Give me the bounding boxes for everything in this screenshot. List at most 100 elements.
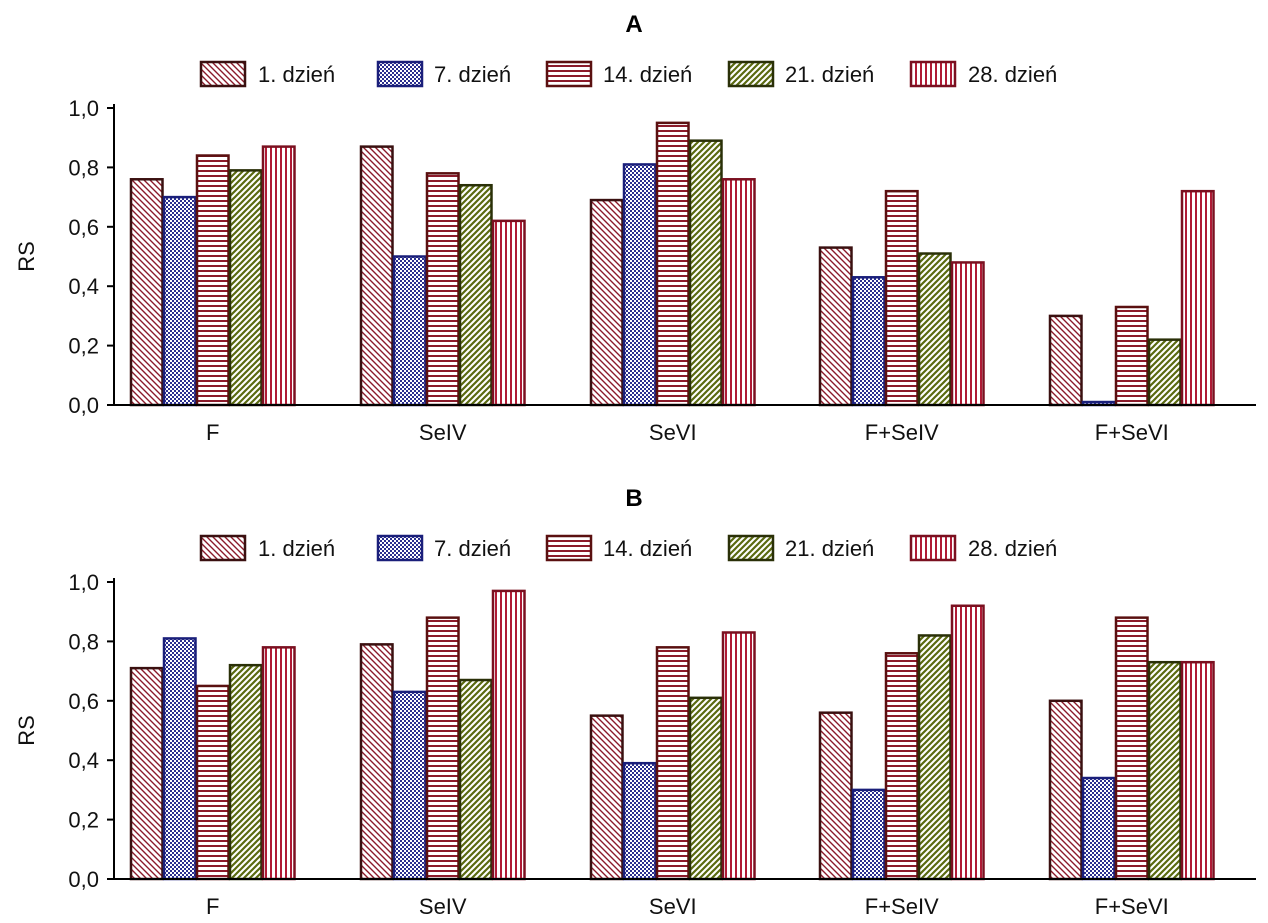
- legend-label: 7. dzień: [434, 536, 511, 561]
- x-category-label: F: [206, 420, 219, 445]
- legend-item: 14. dzień: [545, 60, 692, 88]
- bar: [721, 631, 756, 881]
- bar: [1147, 338, 1182, 407]
- bar: [622, 761, 657, 881]
- legend-swatch: [727, 534, 775, 562]
- bar: [1048, 699, 1083, 881]
- legend-label: 1. dzień: [258, 62, 335, 87]
- bar: [688, 139, 723, 407]
- legend-label: 21. dzień: [785, 62, 874, 87]
- chart-title: A: [625, 11, 642, 38]
- legend: 1. dzień 7. dzień 14. dzień 21. dzień 28. dz…: [199, 60, 1057, 88]
- x-category-label: F: [206, 894, 219, 919]
- legend-swatch: [545, 60, 593, 88]
- legend-swatch: [909, 60, 957, 88]
- x-category-label: F+SeIV: [865, 420, 939, 445]
- bar: [884, 652, 919, 881]
- bar: [688, 696, 723, 881]
- x-category-label: F+SeIV: [865, 894, 939, 919]
- y-tick-label: 1,0: [68, 570, 99, 595]
- legend-item: 28. dzień: [909, 534, 1057, 562]
- legend-item: 21. dzień: [727, 60, 874, 88]
- bar: [228, 169, 263, 407]
- x-category-label: F+SeVI: [1095, 894, 1169, 919]
- bar: [162, 195, 197, 407]
- y-tick-label: 0,2: [68, 334, 99, 359]
- y-ticks: 0,0 0,2 0,4 0,6 0,8 1,0: [68, 570, 114, 892]
- legend-swatch: [199, 534, 247, 562]
- bar: [392, 255, 427, 407]
- bar: [458, 183, 493, 407]
- bar: [228, 663, 263, 881]
- legend-item: 7. dzień: [376, 534, 511, 562]
- legend-swatch: [199, 60, 247, 88]
- bar: [589, 198, 624, 407]
- bar: [721, 178, 756, 407]
- legend-item: 7. dzień: [376, 60, 511, 88]
- chart-panel-a: A 1. dzień 7. dzień 14. dzień 21. dzień 28. d…: [14, 11, 1256, 445]
- legend-swatch: [909, 534, 957, 562]
- bar: [655, 646, 690, 881]
- bar: [261, 145, 296, 407]
- legend-label: 1. dzień: [258, 536, 335, 561]
- bar: [1180, 189, 1215, 407]
- x-category-label: F+SeVI: [1095, 420, 1169, 445]
- legend-label: 14. dzień: [603, 536, 692, 561]
- y-tick-label: 0,6: [68, 215, 99, 240]
- bar: [1048, 314, 1083, 407]
- x-category-labels: F SeIV SeVI F+SeIV F+SeVI: [206, 420, 1169, 445]
- y-tick-label: 0,6: [68, 689, 99, 714]
- y-tick-label: 0,4: [68, 274, 99, 299]
- bar: [818, 711, 853, 881]
- bar: [458, 678, 493, 881]
- bar: [884, 189, 919, 407]
- bar: [1114, 616, 1149, 881]
- chart-title: B: [625, 485, 642, 512]
- bar: [818, 246, 853, 407]
- bar: [359, 643, 394, 881]
- legend-swatch: [727, 60, 775, 88]
- legend-item: 14. dzień: [545, 534, 692, 562]
- y-tick-label: 0,2: [68, 808, 99, 833]
- y-tick-label: 0,8: [68, 155, 99, 180]
- y-axis-label: RS: [14, 715, 39, 746]
- bar: [491, 589, 526, 881]
- legend-label: 14. dzień: [603, 62, 692, 87]
- legend-swatch: [376, 60, 424, 88]
- bar: [1114, 305, 1149, 407]
- legend-label: 28. dzień: [968, 536, 1057, 561]
- y-ticks: 0,0 0,2 0,4 0,6 0,8 1,0: [68, 96, 114, 418]
- bar: [622, 163, 657, 407]
- x-category-label: SeVI: [649, 420, 697, 445]
- bar: [162, 637, 197, 881]
- bar: [359, 145, 394, 407]
- y-tick-label: 0,0: [68, 393, 99, 418]
- legend-label: 28. dzień: [968, 62, 1057, 87]
- bar: [129, 178, 164, 407]
- bars: [129, 589, 1215, 881]
- legend-swatch: [376, 534, 424, 562]
- y-tick-label: 0,0: [68, 867, 99, 892]
- bar: [917, 634, 952, 881]
- legend-item: 21. dzień: [727, 534, 874, 562]
- bar: [950, 604, 985, 881]
- x-category-labels: F SeIV SeVI F+SeIV F+SeVI: [206, 894, 1169, 919]
- legend-label: 7. dzień: [434, 62, 511, 87]
- bar: [491, 219, 526, 407]
- legend-swatch: [545, 534, 593, 562]
- legend-item: 1. dzień: [199, 60, 335, 88]
- bar: [425, 616, 460, 881]
- bar: [392, 690, 427, 881]
- y-tick-label: 1,0: [68, 96, 99, 121]
- y-axis-label: RS: [14, 241, 39, 272]
- y-tick-label: 0,8: [68, 629, 99, 654]
- bar: [589, 714, 624, 881]
- x-category-label: SeVI: [649, 894, 697, 919]
- bar: [129, 666, 164, 881]
- legend-item: 1. dzień: [199, 534, 335, 562]
- y-tick-label: 0,4: [68, 748, 99, 773]
- bar: [195, 684, 230, 881]
- bar: [851, 276, 886, 407]
- bar: [1081, 776, 1116, 881]
